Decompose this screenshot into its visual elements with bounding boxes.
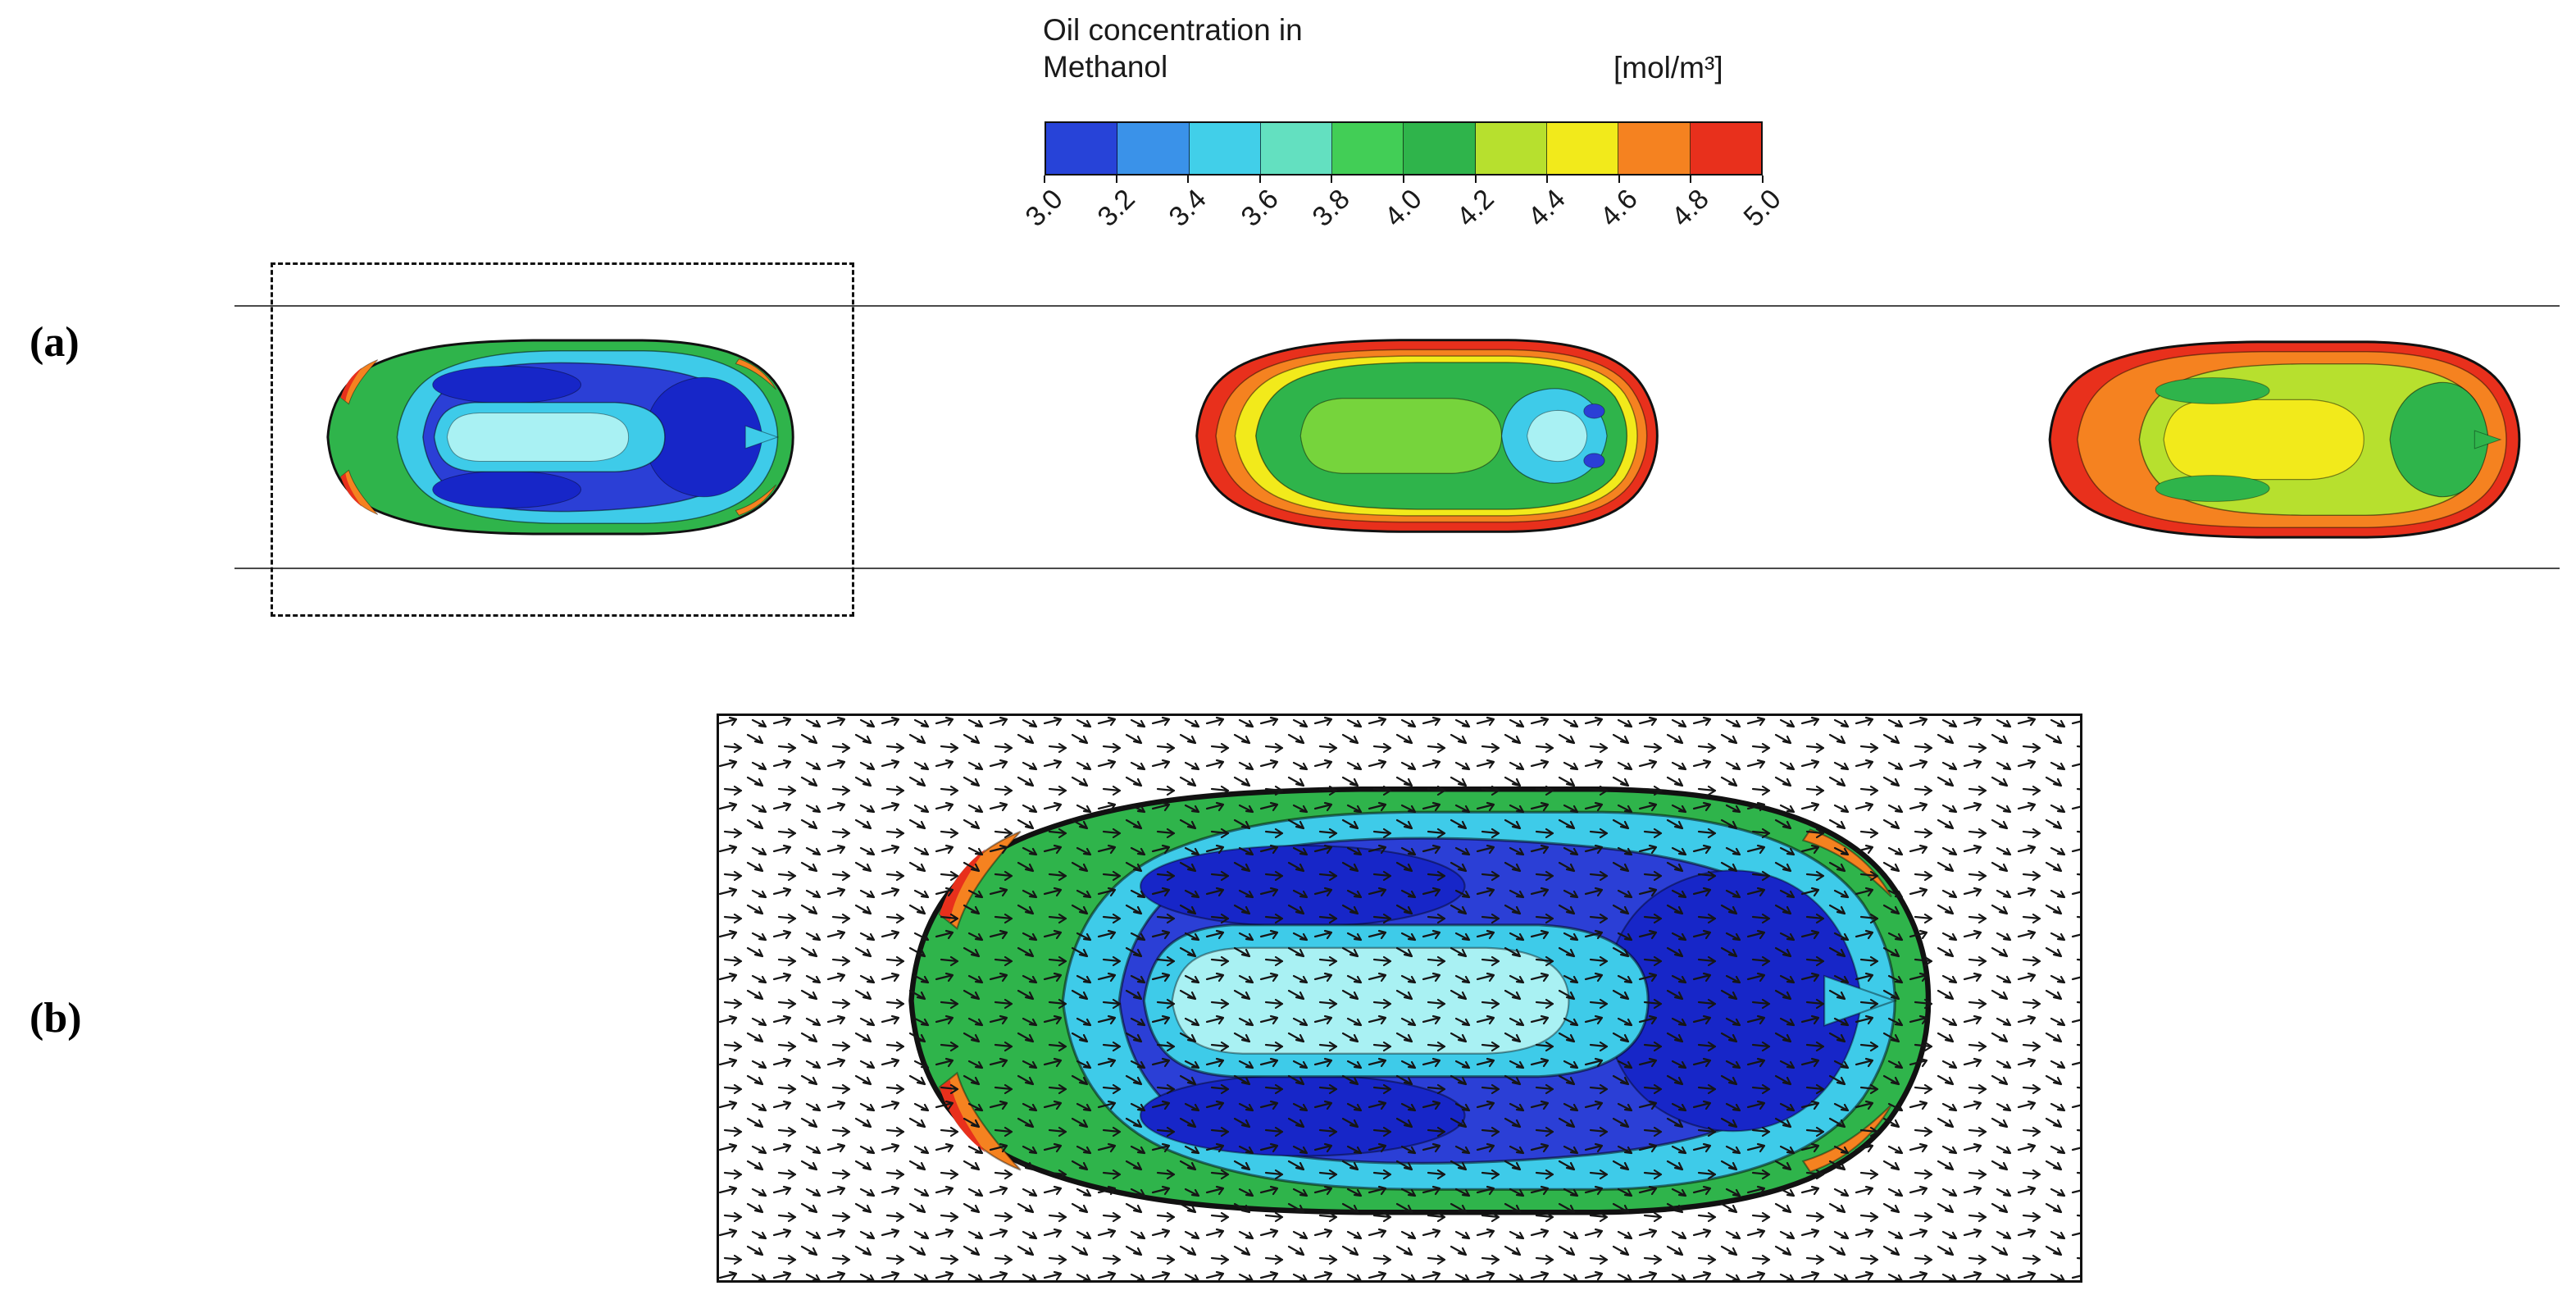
colorbar-tick: [1044, 176, 1045, 183]
channel-wall-top: [234, 305, 2560, 307]
colorbar-tick: [1690, 176, 1692, 183]
colorbar-segment: [1117, 123, 1190, 174]
slug-contour-left: [320, 328, 803, 546]
colorbar-tick: [1403, 176, 1404, 183]
colorbar-tick-label: 3.8: [1306, 183, 1357, 233]
panel-b-label: (b): [30, 995, 82, 1042]
colorbar-units: [mol/m³]: [1613, 51, 1723, 84]
colorbar-segment: [1618, 123, 1691, 174]
colorbar-tick-label: 4.4: [1522, 183, 1572, 233]
colorbar-tick-label: 4.6: [1594, 183, 1644, 233]
colorbar-tick-label: 3.2: [1091, 183, 1141, 233]
colorbar-tick-label: 5.0: [1737, 183, 1787, 233]
colorbar-segment: [1046, 123, 1118, 174]
colorbar-tick-label: 4.0: [1378, 183, 1428, 233]
colorbar-title-line2: Methanol: [1043, 50, 1168, 84]
colorbar-segment: [1690, 123, 1761, 174]
colorbar-segment: [1332, 123, 1404, 174]
colorbar-segment: [1475, 123, 1548, 174]
colorbar-tick-label: 4.2: [1450, 183, 1500, 233]
colorbar-tick: [1258, 176, 1261, 183]
colorbar-segment: [1189, 123, 1261, 174]
colorbar-tick-label: 3.0: [1019, 183, 1069, 233]
colorbar-tick: [1115, 176, 1117, 183]
roi-dashed-box: [271, 262, 854, 617]
colorbar-title: Oil concentration in Methanol: [1043, 11, 1303, 85]
colorbar-tick: [1618, 176, 1620, 183]
colorbar-segment: [1404, 123, 1476, 174]
colorbar: [1045, 121, 1763, 176]
colorbar-tick: [1762, 176, 1764, 183]
colorbar-tick: [1546, 176, 1549, 183]
colorbar-title-line1: Oil concentration in: [1043, 13, 1303, 47]
slug-contour-middle: [1189, 328, 1668, 544]
colorbar-tick: [1474, 176, 1477, 183]
velocity-vectors: [717, 714, 2082, 1283]
vector-field-box: [717, 714, 2082, 1283]
colorbar-segment: [1260, 123, 1333, 174]
slug-contour-right: [2041, 330, 2530, 549]
colorbar-tick-labels: 3.0 3.2 3.4 3.6 3.8 4.0 4.2 4.4 4.6 4.8 …: [1020, 182, 1787, 264]
colorbar-tick: [1187, 176, 1190, 183]
panel-a-label: (a): [30, 319, 80, 366]
colorbar-tick-label: 3.6: [1235, 183, 1285, 233]
colorbar-ticks: [1044, 176, 1764, 184]
vector-field-border: [717, 714, 2082, 1283]
channel-wall-bottom: [234, 568, 2560, 569]
colorbar-tick-label: 3.4: [1163, 183, 1213, 233]
colorbar-tick: [1331, 176, 1333, 183]
colorbar-segment: [1547, 123, 1619, 174]
colorbar-tick-label: 4.8: [1665, 183, 1716, 233]
